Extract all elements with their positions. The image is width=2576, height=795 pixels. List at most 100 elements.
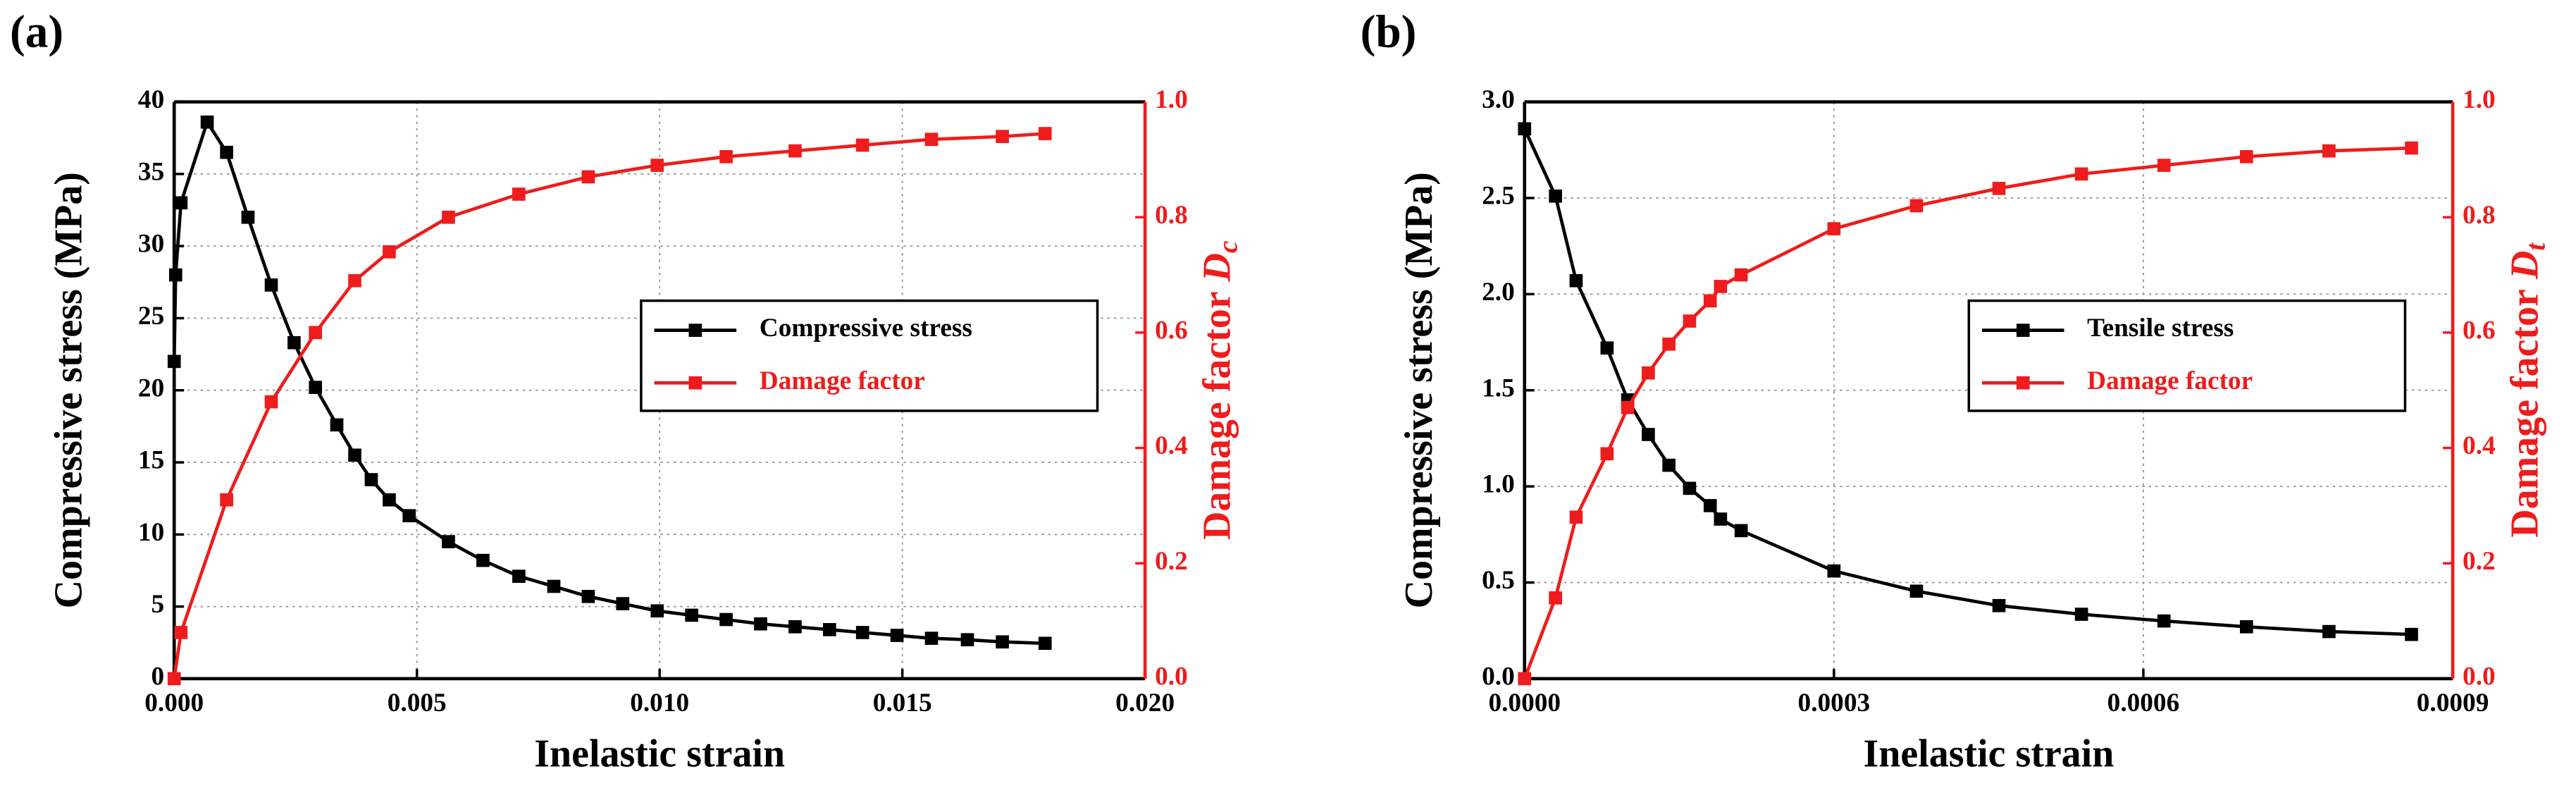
y2-tick-label: 0.8 bbox=[1155, 201, 1188, 230]
y-axis-label: Compressive stress (MPa) bbox=[47, 172, 91, 608]
marker bbox=[200, 115, 214, 129]
marker bbox=[2405, 627, 2418, 641]
panel-label: (b) bbox=[1361, 6, 1417, 57]
y2-tick-label: 1.0 bbox=[1155, 85, 1188, 114]
legend-box bbox=[640, 299, 1099, 412]
legend-marker bbox=[688, 376, 702, 390]
marker bbox=[168, 268, 182, 282]
marker bbox=[719, 612, 733, 627]
y-tick-label: 10 bbox=[138, 518, 164, 547]
y2-label-symbol: D bbox=[1195, 253, 1239, 282]
x-tick-label: 0.0000 bbox=[1488, 689, 1561, 717]
marker bbox=[788, 144, 802, 158]
marker bbox=[264, 278, 278, 292]
marker bbox=[547, 579, 561, 593]
marker bbox=[754, 617, 767, 631]
y-tick-label: 20 bbox=[138, 374, 164, 402]
marker bbox=[924, 132, 939, 147]
marker bbox=[402, 509, 416, 523]
marker bbox=[309, 326, 323, 340]
marker bbox=[2074, 167, 2088, 181]
y-tick-label: 35 bbox=[138, 157, 164, 186]
marker bbox=[1703, 499, 1717, 512]
marker bbox=[1714, 280, 1728, 293]
marker bbox=[2074, 608, 2088, 621]
marker bbox=[364, 473, 378, 486]
marker bbox=[1992, 181, 2006, 195]
legend-label: Damage factor bbox=[760, 366, 925, 395]
y2-tick-label: 0.0 bbox=[1155, 662, 1188, 691]
marker bbox=[241, 210, 255, 224]
marker bbox=[2157, 159, 2171, 172]
marker bbox=[2405, 141, 2418, 155]
marker bbox=[924, 631, 939, 645]
marker bbox=[287, 335, 301, 350]
y-tick-label: 5 bbox=[151, 590, 165, 619]
marker bbox=[1714, 512, 1728, 526]
y-tick-label: 40 bbox=[138, 85, 164, 114]
marker bbox=[383, 493, 396, 507]
y-tick-label: 2.5 bbox=[1482, 182, 1515, 211]
marker bbox=[1703, 294, 1717, 308]
marker bbox=[2157, 614, 2171, 628]
legend-label: Damage factor bbox=[2087, 366, 2253, 395]
x-tick-label: 0.0003 bbox=[1798, 689, 1871, 717]
marker bbox=[442, 210, 455, 224]
marker bbox=[348, 273, 361, 288]
y2-axis-label: Damage factor Dc bbox=[1195, 240, 1243, 540]
legend-marker bbox=[2016, 323, 2030, 337]
marker bbox=[1827, 564, 1841, 578]
y2-tick-label: 0.4 bbox=[1155, 431, 1188, 460]
y-tick-label: 1.5 bbox=[1482, 374, 1515, 402]
x-axis-label: Inelastic strain bbox=[534, 732, 785, 776]
y-tick-label: 15 bbox=[138, 446, 164, 475]
marker bbox=[996, 635, 1009, 649]
x-tick-label: 0.0006 bbox=[2107, 689, 2180, 717]
marker bbox=[2239, 620, 2253, 634]
x-tick-label: 0.000 bbox=[144, 689, 204, 717]
marker bbox=[1549, 189, 1562, 203]
x-tick-label: 0.015 bbox=[873, 689, 932, 717]
marker bbox=[1518, 122, 1532, 136]
y2-label-subscript: c bbox=[1212, 240, 1243, 253]
marker bbox=[1600, 447, 1614, 461]
marker bbox=[1621, 400, 1635, 414]
y2-tick-label: 0.6 bbox=[2463, 316, 2496, 345]
legend-marker bbox=[2016, 376, 2030, 390]
y-tick-label: 25 bbox=[138, 302, 164, 331]
marker bbox=[650, 159, 664, 172]
y2-tick-label: 0.2 bbox=[2463, 547, 2496, 576]
x-axis-label: Inelastic strain bbox=[1863, 732, 2114, 776]
marker bbox=[1683, 314, 1697, 328]
marker bbox=[616, 597, 630, 610]
y2-label-text: Damage factor bbox=[2503, 289, 2546, 538]
marker bbox=[1734, 268, 1748, 282]
y-tick-label: 0.5 bbox=[1482, 566, 1515, 595]
marker bbox=[822, 623, 836, 636]
legend-label: Tensile stress bbox=[2087, 314, 2234, 343]
x-tick-label: 0.020 bbox=[1115, 689, 1175, 717]
legend-box bbox=[1967, 299, 2407, 412]
marker bbox=[1038, 127, 1052, 140]
marker bbox=[383, 245, 396, 259]
marker bbox=[174, 626, 188, 639]
marker bbox=[1549, 591, 1562, 605]
marker bbox=[1909, 199, 1924, 213]
y-tick-label: 1.0 bbox=[1482, 470, 1515, 499]
y-tick-label: 30 bbox=[138, 230, 164, 259]
marker bbox=[1569, 273, 1583, 288]
marker bbox=[855, 626, 869, 639]
marker bbox=[512, 569, 526, 583]
y-tick-label: 0.0 bbox=[1482, 662, 1515, 691]
marker bbox=[167, 355, 181, 369]
y-axis-label: Compressive stress (MPa) bbox=[1397, 172, 1441, 608]
marker bbox=[348, 448, 361, 462]
marker bbox=[167, 672, 181, 686]
y2-label-subscript: t bbox=[2520, 242, 2551, 251]
marker bbox=[996, 130, 1009, 143]
marker bbox=[1038, 636, 1052, 651]
y2-axis-label: Damage factor Dt bbox=[2503, 242, 2551, 538]
y-tick-label: 2.0 bbox=[1482, 278, 1515, 307]
y2-tick-label: 0.6 bbox=[1155, 316, 1188, 345]
y-tick-label: 3.0 bbox=[1482, 85, 1515, 114]
